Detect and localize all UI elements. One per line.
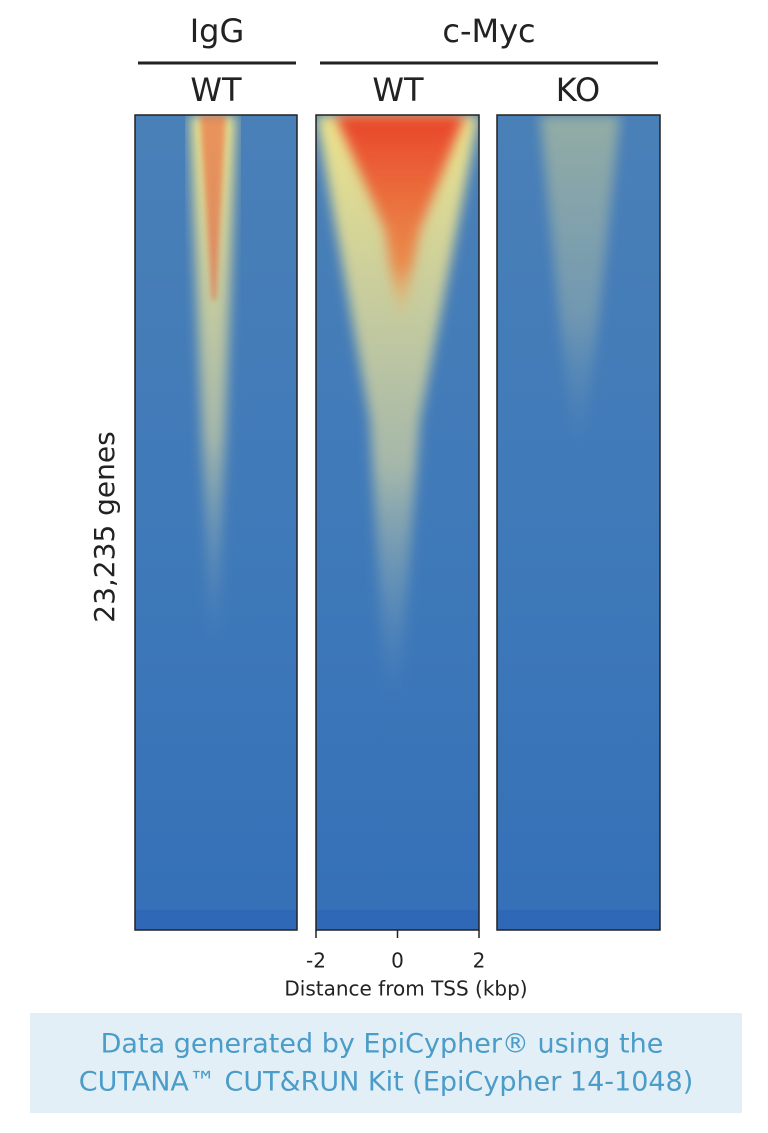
x-tick-label: -2 xyxy=(306,949,326,973)
footer-line: Data generated by EpiCypher® using the xyxy=(101,1029,664,1060)
panel-label: WT xyxy=(372,71,424,109)
panel-label: KO xyxy=(556,71,600,109)
y-axis-label: 23,235 genes xyxy=(88,431,121,622)
heatmap-cmyc-wt xyxy=(315,114,480,931)
footer-line: CUTANA™ CUT&RUN Kit (EpiCypher 14-1048) xyxy=(79,1067,694,1098)
group-label: IgG xyxy=(190,12,245,50)
heatmap-igg xyxy=(134,114,298,931)
group-label: c-Myc xyxy=(442,12,535,50)
x-tick-label: 0 xyxy=(391,949,404,973)
footer-box xyxy=(30,1013,742,1113)
panel-label: WT xyxy=(190,71,242,109)
x-tick-label: 2 xyxy=(473,949,486,973)
x-axis-label: Distance from TSS (kbp) xyxy=(284,977,527,1001)
heatmap-cmyc-ko xyxy=(496,114,661,931)
